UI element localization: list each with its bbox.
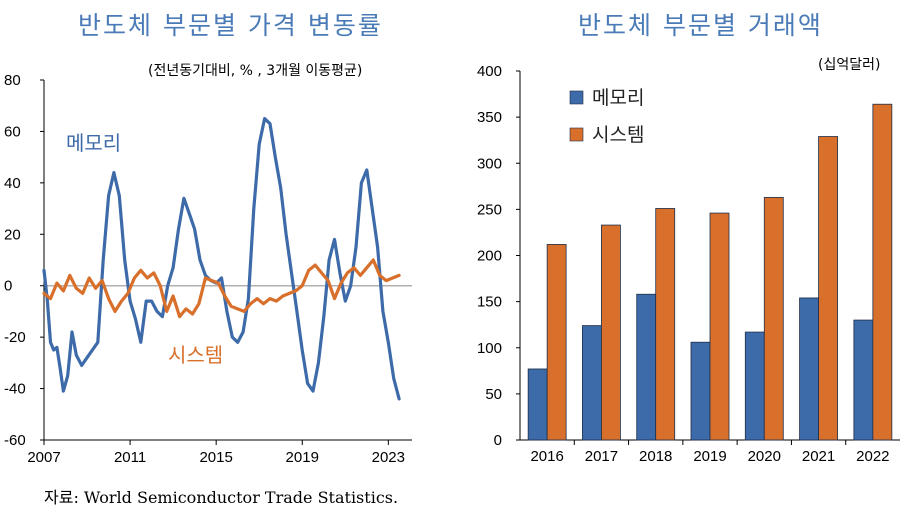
- legend-label: 시스템: [592, 124, 644, 146]
- y-tick-label: 20: [4, 226, 21, 243]
- x-tick-label: 2007: [27, 449, 60, 466]
- y-tick-label: 0: [494, 432, 502, 449]
- x-tick-label: 2017: [585, 448, 618, 465]
- y-tick-label: 150: [477, 294, 502, 311]
- system-series-line: [42, 258, 401, 319]
- y-tick-label: 400: [477, 63, 502, 80]
- memory-bar: [853, 319, 874, 441]
- legend-label: 메모리: [592, 87, 644, 109]
- legend-swatch: [569, 90, 584, 105]
- right-chart-title: 반도체 부문별 거래액: [578, 11, 823, 40]
- y-tick-label: -60: [4, 432, 26, 449]
- y-tick-label: 40: [4, 175, 21, 192]
- x-tick-label: 2019: [286, 449, 319, 466]
- system-bar: [601, 224, 621, 441]
- system-bar: [872, 103, 893, 441]
- x-tick-label: 2015: [199, 449, 232, 466]
- y-tick-label: 50: [485, 386, 502, 403]
- system-bar: [546, 244, 567, 441]
- memory-bar: [799, 297, 819, 441]
- memory-bar: [527, 368, 548, 441]
- y-tick-label: -20: [4, 329, 26, 346]
- x-tick-label: 2020: [748, 448, 781, 465]
- system-bar: [763, 196, 784, 441]
- y-tick-label: 300: [477, 155, 502, 172]
- left-chart-title: 반도체 부문별 가격 변동률: [78, 11, 383, 40]
- source-note: 자료: World Semiconductor Trade Statistics…: [44, 488, 399, 507]
- x-tick-label: 2011: [114, 449, 146, 466]
- x-tick-label: 2018: [639, 448, 672, 465]
- system-bar: [709, 212, 730, 441]
- y-tick-label: 0: [4, 278, 12, 295]
- x-tick-label: 2016: [530, 448, 563, 465]
- memory-bar: [744, 331, 765, 441]
- memory-bar: [582, 325, 602, 441]
- system-bar: [655, 208, 676, 441]
- x-tick-label: 2022: [856, 448, 889, 465]
- x-tick-label: 2021: [802, 448, 835, 465]
- memory-bar: [690, 341, 711, 441]
- memory-bar: [636, 293, 657, 441]
- y-tick-label: -40: [4, 381, 26, 398]
- price-change-line-chart: -60 -40 -20 0 20 40 60 80 2007 2011 2015 2019 2023 메모…: [4, 72, 412, 466]
- trade-value-bar-chart: 0 50 100 150 200 250 300 350 400 2016 2017 2018 2019…: [477, 63, 900, 465]
- y-tick-label: 200: [477, 248, 502, 265]
- system-series-label: 시스템: [168, 343, 223, 367]
- right-chart-unit-label: (십억달러): [818, 57, 881, 73]
- memory-series-label: 메모리: [66, 131, 121, 155]
- x-tick-label: 2023: [372, 449, 405, 466]
- legend-swatch: [569, 127, 584, 142]
- y-tick-label: 80: [4, 72, 21, 89]
- y-tick-label: 100: [477, 340, 502, 357]
- x-tick-label: 2019: [693, 448, 726, 465]
- system-bar: [818, 136, 838, 441]
- y-tick-label: 350: [477, 109, 502, 126]
- y-tick-label: 60: [4, 123, 21, 140]
- y-tick-label: 250: [477, 201, 502, 218]
- left-chart-unit-label: (전년동기대비, % , 3개월 이동평균): [148, 63, 363, 79]
